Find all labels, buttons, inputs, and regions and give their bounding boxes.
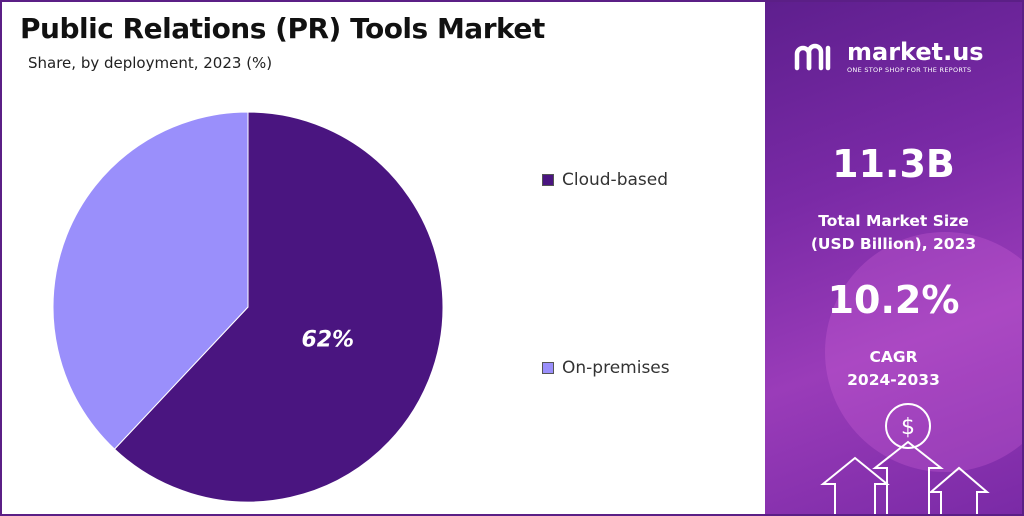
market-size-label-line2: (USD Billion), 2023 xyxy=(810,235,977,253)
market-size-value: 11.3B xyxy=(832,142,955,186)
cagr-value: 10.2% xyxy=(827,278,960,322)
cagr-label-line2: 2024-2033 xyxy=(847,371,940,389)
dollar-icon: $ xyxy=(901,415,915,440)
brand-name: market.us xyxy=(847,38,984,66)
market-us-logo-icon xyxy=(794,43,831,71)
legend-item-on-premises: On-premises xyxy=(542,358,670,378)
legend-item-cloud-based: Cloud-based xyxy=(542,170,668,190)
pie-label-cloud-based: 62% xyxy=(301,328,354,353)
chart-subtitle: Share, by deployment, 2023 (%) xyxy=(28,54,273,72)
legend-swatch-on-premises xyxy=(542,362,554,374)
market-size-label-line1: Total Market Size xyxy=(818,212,969,230)
stats-panel: market.us ONE STOP SHOP FOR THE REPORTS … xyxy=(765,2,1022,514)
pie-slice-cloud-based xyxy=(113,111,444,503)
brand-tagline: ONE STOP SHOP FOR THE REPORTS xyxy=(847,66,972,74)
legend-label-on-premises: On-premises xyxy=(562,358,670,378)
growth-arrows-icon: $ xyxy=(820,403,990,514)
cagr-label-line1: CAGR xyxy=(869,348,918,366)
background-glow xyxy=(825,232,1022,472)
chart-title: Public Relations (PR) Tools Market xyxy=(20,12,545,45)
legend-swatch-cloud-based xyxy=(542,174,554,186)
legend-label-cloud-based: Cloud-based xyxy=(562,170,669,190)
brand-logo: market.us ONE STOP SHOP FOR THE REPORTS xyxy=(793,40,984,74)
pie-slice-on-premises xyxy=(52,111,249,450)
pie-chart: 62% xyxy=(52,111,444,503)
chart-panel: Public Relations (PR) Tools Market Share… xyxy=(2,2,764,514)
